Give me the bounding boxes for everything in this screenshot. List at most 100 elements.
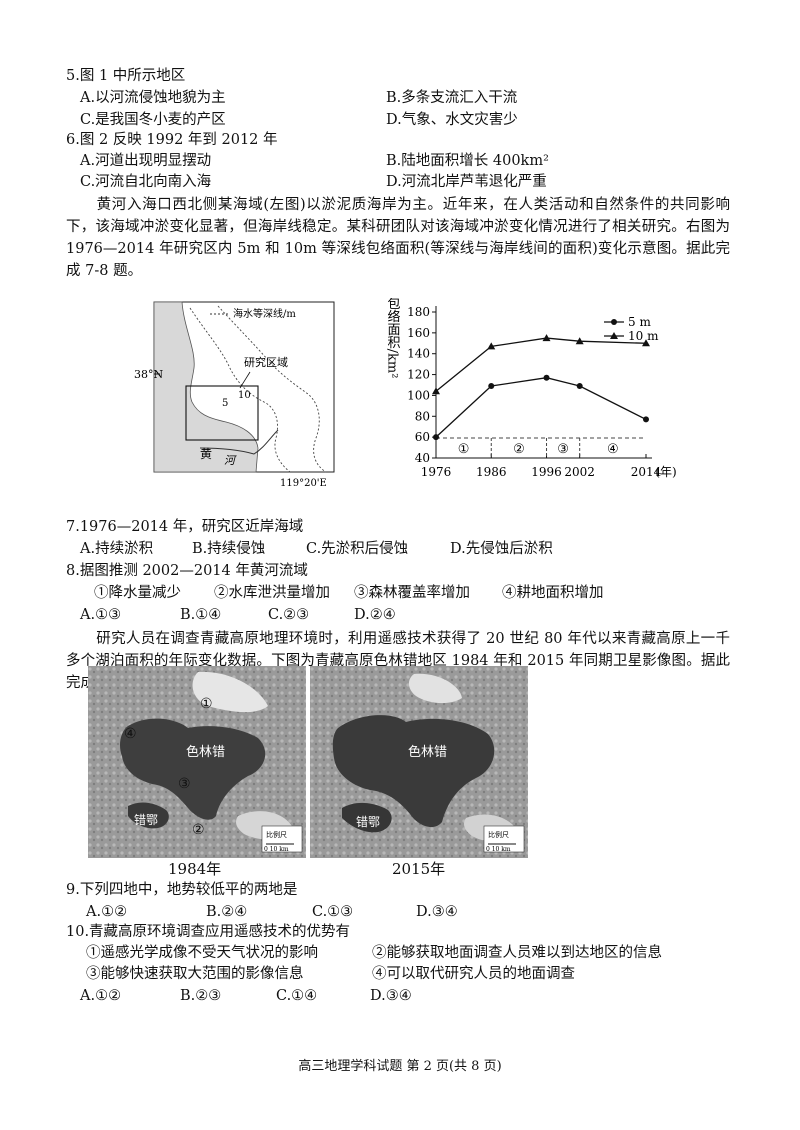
town-label: 错鄂 [134, 813, 158, 827]
contour-5m [189, 307, 291, 473]
q5-option-c: C.是我国冬小麦的产区 [80, 112, 226, 128]
q8-item-4: ④耕地面积增加 [502, 585, 604, 601]
marker-4: ④ [124, 726, 137, 742]
chart-ylabel: 等深线包络面积/km² [385, 298, 401, 378]
river-line [199, 429, 279, 455]
series-group [432, 334, 650, 441]
marker-2: ② [192, 822, 205, 838]
lake-label: 色林错 [186, 744, 225, 760]
legend-marker [611, 319, 617, 325]
lake-selin-co-1984 [120, 718, 266, 820]
x-tick-label: 2002 [564, 465, 595, 479]
y-tick-label: 160 [407, 326, 430, 340]
series-point [488, 383, 495, 390]
legend-label: 海水等深线/m [233, 307, 296, 320]
estuary-map: 海水等深线/m 研究区域 10 5 38°N 黄 河 119°20'E [134, 301, 335, 489]
period-markers: ① ② ③ ④ [436, 437, 646, 458]
study-area-pointer [239, 371, 251, 389]
marker-3: ③ [178, 776, 191, 792]
scale-box [261, 825, 303, 853]
passage-7-8-text: 黄河入海口西北侧某海域(左图)以淤泥质海岸为主。近年来，在人类活动和自然条件的共… [66, 197, 730, 279]
q9-option-a: A.①② [86, 904, 128, 920]
period-label: ③ [557, 442, 569, 457]
satellite-image-1984: ① ② ③ ④ 色林错 错鄂 比例尺 0 10 km [88, 666, 306, 858]
q10-item-2: ②能够获取地面调查人员难以到达地区的信息 [372, 945, 662, 961]
y-tick-label: 140 [407, 347, 430, 361]
longitude-label: 119°20'E [280, 478, 327, 489]
q9-option-b: B.②④ [206, 904, 248, 920]
town-label: 错鄂 [356, 815, 380, 829]
legend-label: 10 m [628, 329, 659, 343]
chart-legend: 5 m10 m [604, 315, 659, 343]
latitude-label: 38°N [134, 368, 163, 381]
lake-label: 色林错 [408, 744, 447, 760]
page-footer: 高三地理学科试题 第 2 页(共 8 页) [298, 1059, 502, 1074]
lake-cuoe-1984 [128, 802, 169, 829]
q8-stem: 8.据图推测 2002—2014 年黄河流域 [66, 563, 308, 579]
y-axis: 40 60 80 100 120 140 160 180 [407, 305, 437, 465]
caption-1984: 1984年 [168, 860, 222, 878]
y-tick-label: 40 [415, 451, 430, 465]
lake-selin-co-2015 [332, 715, 495, 828]
q10-item-4: ④可以取代研究人员的地面调查 [372, 966, 575, 982]
x-tick-label: 2014 [631, 465, 662, 479]
y-tick-label: 60 [415, 430, 430, 444]
y-tick-label: 120 [407, 368, 430, 382]
q10-stem: 10.青藏高原环境调查应用遥感技术的优势有 [66, 924, 351, 940]
q10-option-d: D.③④ [370, 988, 412, 1004]
q9-option-d: D.③④ [416, 904, 458, 920]
study-area-box [185, 385, 259, 441]
series-line-1 [435, 337, 647, 392]
q7-option-b: B.持续侵蚀 [192, 541, 266, 557]
x-tick-label: 1976 [421, 465, 452, 479]
q10-item-3: ③能够快速获取大范围的影像信息 [86, 966, 304, 982]
study-area-label: 研究区域 [244, 355, 288, 369]
q10-item-1: ①遥感光学成像不受天气状况的影响 [86, 945, 318, 961]
series-point [543, 374, 550, 381]
bright-area-north [192, 671, 268, 713]
q6-option-a: A.河道出现明显摆动 [80, 153, 212, 169]
q6-option-c: C.河流自北向南入海 [80, 174, 212, 190]
scale-title: 比例尺 [266, 830, 287, 839]
caption-2015: 2015年 [392, 860, 446, 878]
q7-option-a: A.持续淤积 [80, 541, 154, 557]
x-tick-label: 1996 [531, 465, 562, 479]
legend-marker [610, 332, 618, 339]
bright-area-north [408, 673, 462, 704]
q8-item-1: ①降水量减少 [94, 585, 181, 601]
lake-cuoe-2015 [342, 802, 392, 833]
q6-option-d: D.河流北岸芦苇退化严重 [386, 174, 547, 190]
series-point [432, 387, 440, 395]
q5-option-d: D.气象、水文灾害少 [386, 112, 518, 128]
q6-option-b: B.陆地面积增长 400km² [386, 153, 549, 169]
satellite-image-2015: 色林错 错鄂 比例尺 0 10 km [310, 666, 528, 858]
passage-7-8: 黄河入海口西北侧某海域(左图)以淤泥质海岸为主。近年来，在人类活动和自然条件的共… [66, 194, 730, 282]
series-point [487, 342, 496, 350]
depth-label-10: 10 [238, 390, 251, 401]
period-label: ① [458, 442, 470, 457]
x-axis: 1976 1986 1996 2002 2014(年) [421, 454, 677, 479]
q8-item-2: ②水库泄洪量增加 [214, 585, 330, 601]
series-line-0 [435, 377, 647, 438]
depth-label-5: 5 [222, 398, 228, 409]
q8-option-c: C.②③ [268, 607, 310, 623]
y-tick-label: 100 [407, 388, 430, 402]
q7-option-c: C.先淤积后侵蚀 [306, 541, 409, 557]
q9-stem: 9.下列四地中，地势较低平的两地是 [66, 882, 298, 898]
series-point [576, 383, 583, 390]
scale-title: 比例尺 [488, 830, 509, 839]
q9-option-c: C.①③ [312, 904, 354, 920]
series-point [642, 339, 650, 347]
scale-box [483, 825, 525, 853]
q5-stem: 5.图 1 中所示地区 [66, 68, 186, 84]
land-area [153, 301, 259, 473]
series-point [433, 434, 439, 441]
q10-option-a: A.①② [80, 988, 122, 1004]
period-label: ② [513, 442, 525, 457]
period-label: ④ [607, 442, 619, 457]
x-unit-label: (年) [655, 465, 676, 479]
series-point [575, 337, 584, 345]
series-point [643, 416, 649, 423]
legend-label: 5 m [628, 315, 651, 329]
